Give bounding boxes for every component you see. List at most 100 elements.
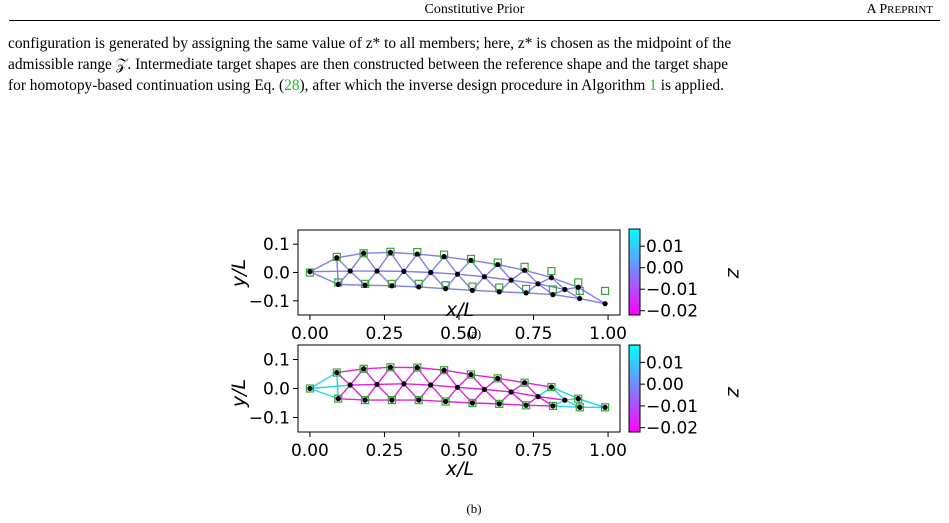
preprint-label-rest: REPRINT [887,4,933,16]
truss-member-1-41 [430,384,447,403]
node-1-22 [347,382,353,388]
truss-member-0-38 [416,253,432,273]
truss-member-1-17 [472,402,500,405]
truss-member-1-35 [391,383,405,401]
node-0-14 [389,283,395,289]
algorithm-ref-link[interactable]: 1 [649,77,657,94]
node-0-5 [441,254,447,260]
truss-member-0-12 [338,283,366,286]
truss-member-0-5 [443,255,472,262]
target-node-0-9 [547,266,556,276]
truss-member-0-8 [524,269,552,279]
truss-member-0-30 [364,270,378,286]
plot-a-yticks: 0.1 0.0 −0.1 [249,235,298,312]
node-0-2 [360,250,367,256]
truss-member-0-37 [403,270,431,274]
target-node-0-5 [439,250,449,259]
xtick-label-1-2: 0.50 [440,441,478,461]
truss-member-0-62 [537,283,565,291]
xtick-label-0-3: 0.75 [515,324,553,344]
truss-member-0-34 [403,253,418,272]
target-node-1-10 [574,394,583,403]
truss-member-1-5 [443,369,472,376]
truss-member-1-43 [443,369,459,388]
node-1-28 [508,389,514,395]
page-header: Constitutive Prior A PREPRINT [9,0,940,21]
truss-member-0-24 [349,252,365,272]
truss-member-0-25 [337,270,351,285]
node-0-19 [523,290,529,296]
truss-member-0-15 [418,286,446,290]
target-node-0-13 [360,279,370,288]
truss-member-0-48 [470,259,485,278]
xtick-label-0-4: 1.00 [589,324,627,344]
node-1-4 [414,365,420,371]
truss-member-0-11 [309,271,339,286]
truss-member-0-43 [443,256,459,275]
node-1-8 [521,380,528,386]
target-node-1-0 [305,384,315,393]
truss-member-0-2 [363,251,391,254]
xtick-label-1-0: 0.00 [291,441,329,461]
truss-member-1-57 [511,391,539,398]
truss-member-0-4 [417,253,445,258]
node-1-18 [496,401,502,407]
truss-member-0-21 [579,297,606,305]
truss-member-1-15 [418,399,446,403]
node-1-16 [442,398,449,405]
cbar-tick-label-1-1: 0.00 [646,375,684,395]
node-1-14 [389,397,395,403]
truss-member-0-31 [376,270,393,287]
plot-b-xlabel: x/L [445,458,474,480]
truss-member-1-48 [470,374,485,390]
truss-member-1-18 [499,403,527,407]
truss-member-1-67 [309,384,351,390]
truss-member-1-9 [551,386,579,400]
truss-member-0-53 [497,264,512,281]
target-node-0-1 [332,252,341,262]
truss-member-0-54 [510,269,526,281]
truss-member-1-10 [578,397,606,409]
equation-ref-link[interactable]: 28 [284,77,300,94]
truss-member-0-28 [363,252,378,272]
truss-member-0-29 [376,251,391,272]
node-1-12 [335,396,341,402]
truss-member-1-32 [376,383,404,386]
plot-b-frame [297,344,621,433]
node-0-1 [334,255,340,261]
truss-member-1-54 [510,382,525,393]
node-0-18 [496,289,502,295]
truss-member-1-6 [470,373,498,380]
truss-member-1-30 [364,384,378,401]
plot-b-yticks: 0.1 0.0 −0.1 [249,351,298,429]
node-1-7 [495,375,501,381]
cbar-tick-label-0-0: 0.01 [646,237,684,257]
node-0-24 [401,268,407,274]
truss-member-1-19 [526,404,553,407]
truss-member-0-56 [510,279,527,294]
node-1-3 [387,364,394,370]
truss-member-1-26 [349,384,366,401]
ytick-label-0-2: −0.1 [249,292,290,312]
target-node-1-21 [575,403,584,412]
plot-a-ylabel: y/L [228,259,250,288]
plot-b-target-nodes [305,363,610,412]
target-node-1-3 [386,363,395,372]
truss-member-0-1 [336,252,364,259]
node-0-16 [442,286,449,292]
target-node-0-11 [600,286,610,296]
truss-member-1-16 [445,400,473,404]
truss-member-1-34 [403,367,418,385]
truss-member-0-59 [537,276,552,285]
node-0-0 [307,269,313,275]
truss-member-1-46 [457,386,473,404]
node-0-12 [335,281,341,287]
truss-member-1-28 [363,368,378,385]
truss-member-0-42 [430,271,458,275]
xtick-label-0-1: 0.25 [366,324,404,344]
truss-member-0-23 [336,257,351,272]
node-1-17 [469,400,476,406]
truss-member-0-63 [550,277,566,291]
paragraph-line-1: configuration is generated by assigning … [8,35,732,52]
node-0-13 [362,282,368,288]
